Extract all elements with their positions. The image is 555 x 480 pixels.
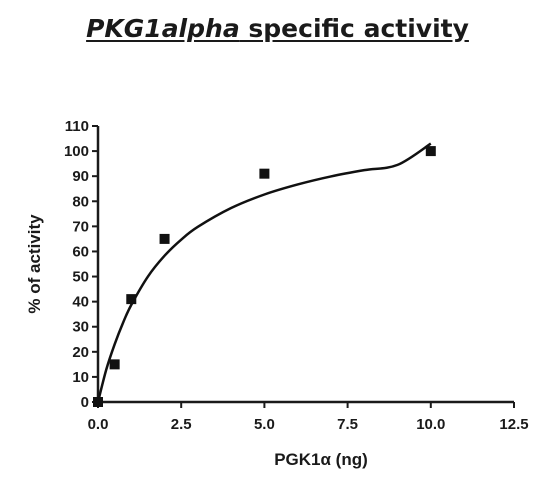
fit-curve: [96, 142, 432, 403]
x-tick-label-4: 10.0: [416, 416, 445, 433]
data-points: [93, 146, 436, 407]
y-tick-label-1: 10: [72, 369, 89, 386]
x-tick-label-3: 7.5: [337, 416, 358, 433]
x-tick-label-2: 5.0: [254, 416, 275, 433]
y-tick-label-2: 20: [72, 344, 89, 361]
y-tick-label-9: 90: [72, 168, 89, 185]
x-axis-label: PGK1α (ng): [274, 450, 368, 469]
data-point-0: [93, 397, 103, 407]
y-tick-label-0: 0: [81, 394, 89, 411]
y-tick-label-5: 50: [72, 269, 89, 286]
tick-marks: 0 10 20 30 40 50 60 70 80 90 100 110 0.0 2.5 5.0 7.5 10.…: [64, 118, 529, 433]
data-point-3: [159, 233, 170, 244]
y-tick-label-6: 60: [72, 243, 89, 260]
y-axis-label: % of activity: [25, 214, 44, 314]
y-tick-label-4: 40: [72, 294, 89, 311]
y-tick-label-7: 70: [72, 218, 89, 235]
fit-curve-layer: [96, 142, 432, 403]
data-point-1: [109, 359, 120, 370]
y-tick-label-3: 30: [72, 319, 89, 336]
data-point-5: [425, 146, 436, 157]
x-tick-label-0: 0.0: [88, 416, 109, 433]
chart-title: PKG1alpha specific activity: [0, 14, 555, 43]
x-tick-label-5: 12.5: [499, 416, 528, 433]
chart-title-rest: specific activity: [239, 14, 469, 43]
y-tick-label-11: 110: [65, 118, 89, 135]
data-point-2: [126, 294, 137, 305]
axes: [96, 126, 514, 404]
x-tick-label-1: 2.5: [171, 416, 192, 433]
y-tick-label-8: 80: [72, 193, 89, 210]
chart-title-italic: PKG1alpha: [86, 14, 240, 43]
data-point-4: [259, 168, 270, 179]
y-tick-label-10: 100: [64, 143, 89, 160]
